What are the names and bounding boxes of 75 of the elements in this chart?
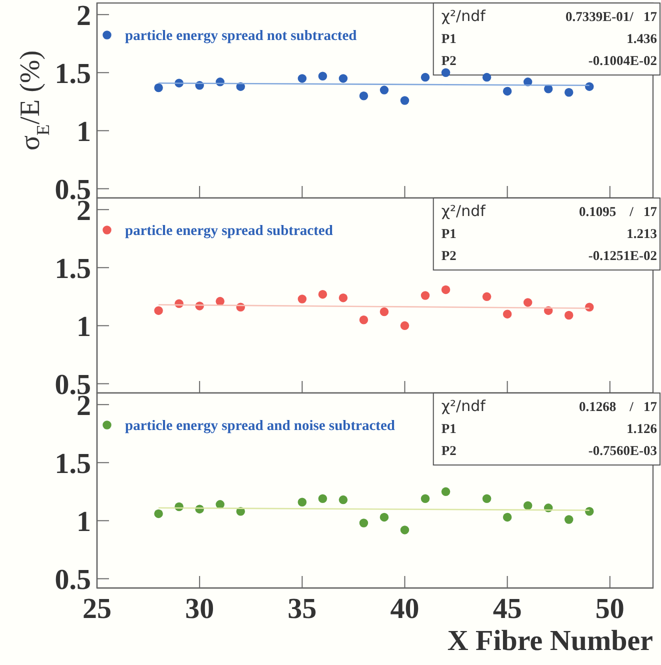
point: [400, 96, 410, 105]
point: [564, 310, 574, 320]
legend-label: particle energy spread not subtracted: [125, 28, 357, 44]
point: [523, 298, 532, 307]
x-tick-label: 30: [185, 593, 214, 625]
point: [154, 509, 163, 518]
point: [380, 512, 389, 522]
point: [502, 310, 512, 318]
point: [482, 292, 492, 302]
annotation: 0.1268 / 17: [578, 399, 658, 414]
y-tick-label: 1: [76, 116, 91, 148]
point: [318, 494, 328, 503]
point: [502, 512, 512, 522]
point: [298, 74, 307, 83]
annotation: 1.436: [626, 31, 658, 46]
point: [380, 86, 389, 94]
annotation: χ²/ndf: [441, 202, 486, 220]
point: [441, 487, 450, 496]
point: [216, 296, 224, 306]
point: [338, 495, 348, 504]
point: [359, 316, 368, 324]
annotation: 1.213: [626, 226, 658, 241]
annotation: 0.1095 / 17: [578, 204, 658, 219]
x-tick-label: 45: [492, 593, 522, 625]
point: [482, 494, 492, 503]
point: [564, 88, 574, 97]
point: [154, 83, 163, 92]
point: [318, 72, 328, 80]
point: [318, 290, 328, 299]
legend-label: particle energy spread subtracted: [125, 223, 333, 239]
x-axis-title: X Fibre Number: [447, 625, 654, 657]
annotation: P2: [441, 53, 457, 68]
annotation: P1: [441, 421, 457, 436]
annotation: P2: [441, 248, 457, 263]
point: [420, 72, 430, 82]
point: [441, 68, 450, 78]
annotation: χ²/ndf: [441, 7, 486, 25]
point: [338, 74, 348, 83]
x-tick-label: 25: [82, 593, 112, 625]
point: [400, 526, 410, 534]
point: [482, 72, 492, 82]
point: [523, 501, 532, 510]
point: [298, 294, 307, 304]
annotation: P1: [441, 31, 457, 46]
x-tick-label: 50: [595, 593, 624, 625]
point: [298, 498, 307, 506]
point: [420, 291, 430, 300]
y-tick-label: 1.5: [54, 448, 91, 480]
y-tick-label: 1: [76, 310, 91, 343]
x-tick-label: 40: [390, 593, 420, 625]
annotation: -0.1004E-02: [588, 53, 658, 68]
point: [564, 515, 574, 524]
y-tick-label: 2: [76, 0, 91, 32]
y-tick-label: 1: [76, 506, 91, 538]
point: [380, 307, 389, 316]
annotation: -0.1251E-02: [588, 248, 658, 263]
point: [359, 518, 368, 528]
point: [420, 494, 430, 503]
annotation: P2: [441, 443, 457, 458]
annotation: P1: [441, 226, 457, 241]
y-tick-label: 1.5: [54, 252, 91, 285]
y-tick-label: 1.5: [54, 58, 91, 90]
point: [154, 306, 163, 315]
point: [441, 285, 450, 294]
y-tick-label: 0.5: [54, 564, 91, 596]
annotation: 0.7339E-01/ 17: [565, 9, 658, 24]
point: [502, 86, 512, 96]
annotation: -0.7560E-03: [588, 443, 658, 458]
point: [359, 91, 368, 100]
point: [338, 293, 348, 302]
point: [400, 321, 410, 330]
x-tick-label: 35: [288, 593, 317, 625]
annotation: χ²/ndf: [441, 397, 486, 415]
annotation: 1.126: [626, 421, 658, 436]
legend-label: particle energy spread and noise subtracted: [125, 418, 395, 434]
